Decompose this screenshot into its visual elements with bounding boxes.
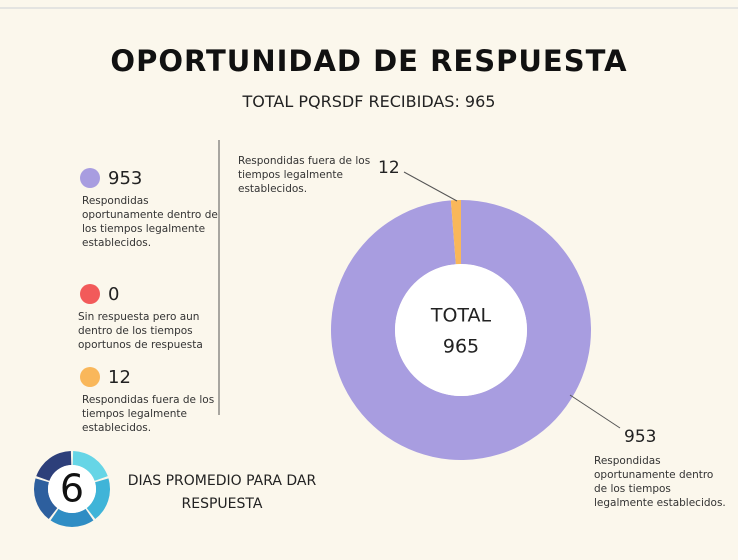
legend-value: 12 — [108, 367, 131, 388]
legend-desc: Respondidas fuera de los tiempos legalme… — [82, 394, 215, 434]
donut-hole — [395, 264, 527, 396]
donut-slice — [331, 200, 591, 460]
legend-swatch — [80, 284, 100, 304]
legend-value: 0 — [108, 284, 120, 305]
legend-swatch — [80, 367, 100, 387]
days-icon-segment — [34, 478, 58, 520]
callout-value: 12 — [378, 158, 400, 178]
legend-swatch — [80, 168, 100, 188]
leader-line — [569, 394, 621, 429]
days-icon-hole — [48, 465, 96, 513]
days-icon-segment — [86, 478, 110, 520]
center-total: 965 — [443, 336, 479, 358]
legend-desc: Respondidas oportunamente dentro de los … — [82, 195, 218, 249]
days-icon-segment — [36, 451, 72, 481]
days-value: 6 — [60, 467, 84, 511]
center-label: TOTAL — [430, 305, 492, 327]
legend-desc: Sin respuesta pero aun dentro de los tie… — [78, 311, 203, 351]
donut-slice — [450, 200, 461, 265]
days-icon-segment — [50, 508, 94, 527]
legend-value: 953 — [108, 168, 143, 189]
leader-line — [403, 171, 458, 202]
title: OPORTUNIDAD DE RESPUESTA — [110, 44, 628, 78]
subtitle: TOTAL PQRSDF RECIBIDAS: 965 — [242, 92, 496, 111]
days-icon-segment — [72, 451, 108, 481]
days-label: DIAS PROMEDIO PARA DAR RESPUESTA — [127, 473, 317, 512]
callout-value: 953 — [624, 427, 656, 447]
callout-desc: Respondidas fuera de los tiempos legalme… — [238, 155, 371, 195]
callout-desc: Respondidas oportunamente dentro de los … — [594, 455, 726, 509]
